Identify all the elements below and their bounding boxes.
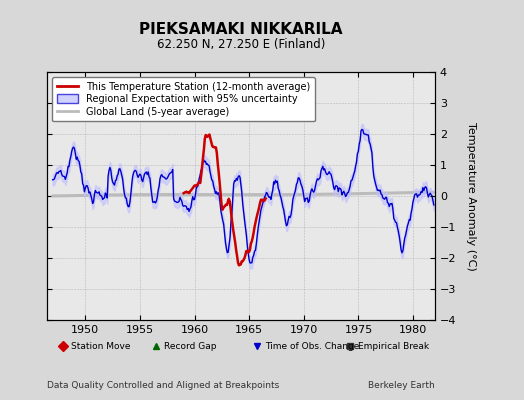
Text: Empirical Break: Empirical Break <box>358 342 429 351</box>
Y-axis label: Temperature Anomaly (°C): Temperature Anomaly (°C) <box>466 122 476 270</box>
Text: Record Gap: Record Gap <box>164 342 217 351</box>
Text: PIEKSAMAKI NIKKARILA: PIEKSAMAKI NIKKARILA <box>139 22 343 37</box>
Text: Berkeley Earth: Berkeley Earth <box>368 381 435 390</box>
Text: Station Move: Station Move <box>71 342 130 351</box>
Text: 62.250 N, 27.250 E (Finland): 62.250 N, 27.250 E (Finland) <box>157 38 325 51</box>
Legend: This Temperature Station (12-month average), Regional Expectation with 95% uncer: This Temperature Station (12-month avera… <box>52 77 315 122</box>
Text: Data Quality Controlled and Aligned at Breakpoints: Data Quality Controlled and Aligned at B… <box>47 381 279 390</box>
Text: Time of Obs. Change: Time of Obs. Change <box>265 342 359 351</box>
